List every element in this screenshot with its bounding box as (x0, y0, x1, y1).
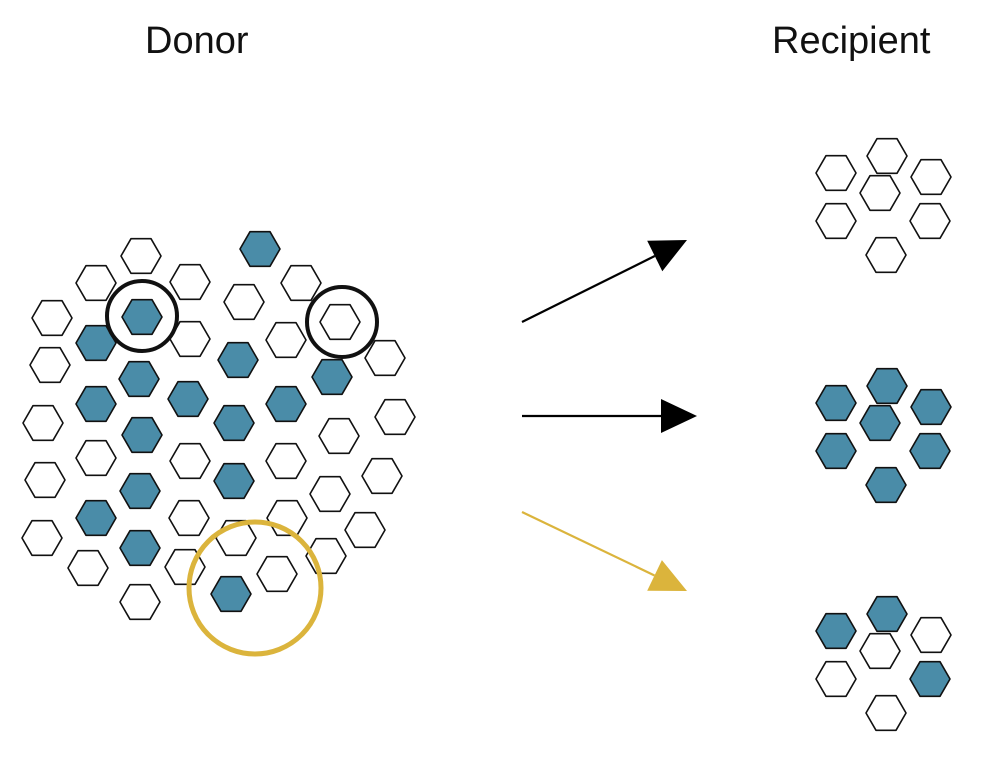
donor-cell-34 (168, 499, 210, 537)
donor-cell-28 (265, 442, 307, 480)
donor-cell-5 (223, 283, 265, 321)
donor-cell-21 (22, 404, 64, 442)
donor-cell-11 (319, 303, 361, 341)
donor-cell-37 (21, 519, 63, 557)
recipient-filled-cell-3 (910, 388, 952, 426)
donor-cell-7 (31, 299, 73, 337)
recipient-empty (815, 137, 952, 274)
recipient-filled-cell-6 (909, 432, 951, 470)
donor-cell-13 (217, 341, 259, 379)
recipient-empty-cell-1 (815, 154, 857, 192)
donor-cell-2 (239, 230, 281, 268)
donor-cell-26 (75, 439, 117, 477)
arrow-to-empty-recipient (521, 240, 687, 323)
donor-cell-35 (75, 499, 117, 537)
recipient-mixed-cell-1 (815, 612, 857, 650)
recipient-mixed-cell-7 (865, 694, 907, 732)
donor-cell-6 (280, 264, 322, 302)
donor-title: Donor (145, 20, 249, 62)
donor-cell-1 (120, 237, 162, 275)
donor-cell-12 (75, 324, 117, 362)
recipient-empty-cell-4 (859, 174, 901, 212)
donor-cell-33 (361, 457, 403, 495)
arrows (521, 240, 697, 591)
recipient-filled-cell-4 (859, 404, 901, 442)
recipient-mixed (815, 595, 952, 732)
donor-cell-41 (67, 549, 109, 587)
recipient-empty-cell-7 (865, 236, 907, 274)
arrow-to-empty-recipient-shaft (521, 255, 656, 323)
recipient-title: Recipient (772, 20, 931, 62)
donor-cell-17 (167, 380, 209, 418)
donor-cell-22 (121, 416, 163, 454)
donor-cell-15 (29, 346, 71, 384)
arrow-to-filled-recipient (522, 399, 697, 433)
donor-cell-10 (265, 321, 307, 359)
recipient-empty-cell-6 (909, 202, 951, 240)
recipient-filled-cell-5 (815, 432, 857, 470)
black-circle-empty-cell (305, 285, 379, 359)
arrow-to-mixed-recipient-head (647, 560, 687, 591)
recipient-filled-cell-2 (866, 367, 908, 405)
arrow-to-mixed-recipient (521, 511, 687, 591)
recipient-filled-cell-1 (815, 384, 857, 422)
donor-cell-45 (210, 575, 252, 613)
recipient-mixed-cell-6 (909, 660, 951, 698)
donor-cell-29 (213, 462, 255, 500)
donor-cell-19 (311, 358, 353, 396)
donor-cluster (21, 230, 416, 621)
donor-cell-32 (309, 475, 351, 513)
arrow-to-empty-recipient-head (647, 240, 687, 272)
donor-cell-23 (213, 404, 255, 442)
recipient-filled (815, 367, 952, 504)
recipient-mixed-cell-3 (910, 616, 952, 654)
donor-cell-27 (169, 442, 211, 480)
recipient-empty-cell-5 (815, 202, 857, 240)
recipients (815, 137, 952, 732)
donor-cell-8 (121, 298, 163, 336)
donor-cell-25 (374, 398, 416, 436)
donor-cell-38 (119, 529, 161, 567)
donor-cell-24 (318, 417, 360, 455)
donor-cell-18 (75, 385, 117, 423)
donor-cell-31 (119, 472, 161, 510)
recipient-mixed-cell-2 (866, 595, 908, 633)
recipient-mixed-cell-5 (815, 660, 857, 698)
recipient-empty-cell-2 (866, 137, 908, 175)
arrow-to-mixed-recipient-shaft (521, 511, 656, 577)
donor-cell-30 (24, 461, 66, 499)
donor-cell-4 (169, 263, 211, 301)
donor-highlights (105, 279, 379, 657)
gold-circle-pair (186, 519, 324, 657)
donor-cell-14 (364, 339, 406, 377)
recipient-empty-cell-3 (910, 158, 952, 196)
donor-cell-40 (344, 511, 386, 549)
recipient-mixed-cell-4 (859, 632, 901, 670)
donor-cell-44 (256, 555, 298, 593)
donor-cell-46 (119, 583, 161, 621)
recipient-filled-cell-7 (865, 466, 907, 504)
donor-cell-3 (75, 264, 117, 302)
black-circle-filled-cell (105, 279, 179, 353)
donor-cell-16 (118, 360, 160, 398)
arrow-to-filled-recipient-head (661, 399, 697, 433)
donor-cell-20 (265, 385, 307, 423)
